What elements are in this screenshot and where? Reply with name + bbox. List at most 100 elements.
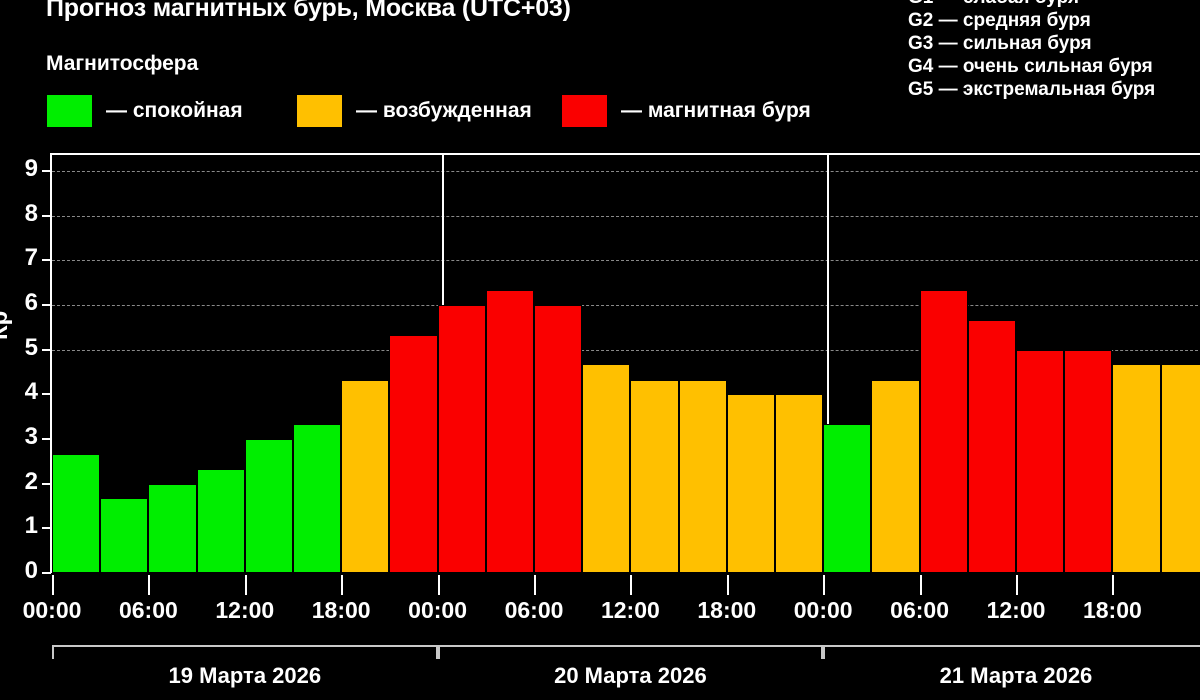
x-tick-label: 06:00 — [504, 597, 564, 623]
x-tick-label: 00:00 — [22, 597, 82, 623]
bar — [148, 483, 197, 573]
x-tick-label: 00:00 — [793, 597, 853, 623]
x-tick-mark — [1016, 575, 1018, 595]
gscale-line-g4: G4 — очень сильная буря — [908, 56, 1153, 77]
y-tick-mark-4 — [42, 393, 51, 396]
x-tick-label: 06:00 — [118, 597, 178, 623]
x-tick-mark — [534, 575, 536, 595]
gridline-5 — [52, 349, 1200, 351]
y-tick-mark-9 — [42, 169, 51, 172]
y-tick-label-6: 6 — [24, 288, 38, 316]
gscale-line-g3: G3 — сильная буря — [908, 33, 1092, 54]
y-tick-label-5: 5 — [24, 333, 38, 361]
day-bracket-3 — [823, 645, 1200, 659]
x-tick-label: 12:00 — [600, 597, 660, 623]
day-label-2: 20 Марта 2026 — [554, 663, 707, 688]
bar — [775, 394, 824, 573]
bar — [437, 304, 486, 573]
bar — [1112, 364, 1161, 573]
gscale-line-g5: G5 — экстремальная буря — [908, 79, 1156, 100]
y-tick-mark-6 — [42, 303, 51, 306]
y-tick-label-0: 0 — [24, 557, 38, 584]
x-tick-mark — [52, 575, 54, 595]
day-bracket-1 — [52, 645, 438, 659]
bar — [630, 379, 679, 573]
bar — [919, 290, 968, 573]
legend-swatch-storm — [561, 94, 608, 128]
x-tick-mark — [823, 575, 826, 595]
x-tick-label: 12:00 — [215, 597, 275, 623]
y-tick-mark-0 — [42, 572, 51, 574]
legend-entry-quiet: — спокойная — [46, 92, 243, 130]
bar — [389, 334, 438, 573]
bar — [871, 379, 920, 573]
bar — [678, 379, 727, 573]
gscale-line-g1: G1 — слабая буря — [908, 0, 1200, 9]
y-tick-mark-1 — [42, 527, 51, 530]
bar — [196, 468, 245, 573]
day-separator-2 — [827, 155, 830, 571]
legend-entry-storm: — магнитная буря — [561, 92, 811, 130]
legend-label-quiet: — спокойная — [106, 99, 243, 122]
bar — [726, 394, 775, 573]
bar — [1064, 349, 1113, 573]
bar — [100, 498, 149, 573]
legend-label-unsettled: — возбужденная — [356, 99, 532, 122]
gridline-8 — [52, 215, 1200, 217]
x-tick-mark — [919, 575, 922, 595]
bar — [967, 319, 1016, 573]
bar — [52, 453, 101, 573]
gridline-9 — [52, 170, 1200, 172]
y-tick-mark-3 — [42, 437, 51, 440]
day-bracket-2 — [437, 645, 824, 659]
y-tick-label-1: 1 — [24, 512, 38, 540]
bar — [485, 290, 534, 573]
x-tick-mark — [341, 575, 344, 595]
y-tick-mark-7 — [42, 259, 51, 262]
legend-heading: Магнитосфера — [46, 52, 199, 75]
x-tick-label: 00:00 — [408, 597, 467, 623]
bar — [534, 304, 583, 573]
legend-entry-unsettled: — возбужденная — [296, 92, 532, 130]
x-tick-label: 06:00 — [890, 597, 949, 623]
y-tick-label-8: 8 — [24, 199, 38, 227]
y-tick-label-4: 4 — [24, 378, 38, 406]
y-tick-label-9: 9 — [24, 154, 38, 182]
y-tick-label-3: 3 — [24, 422, 38, 450]
x-tick-mark — [726, 575, 729, 595]
y-tick-mark-2 — [42, 482, 51, 485]
page-title: Прогноз магнитных бурь, Москва (UTC+03) — [46, 0, 571, 22]
x-tick-label: 18:00 — [697, 597, 757, 623]
bar — [244, 438, 293, 573]
legend-swatch-unsettled — [296, 94, 343, 128]
bar — [293, 424, 342, 573]
y-tick-mark-5 — [42, 348, 51, 351]
magnetosphere-legend: — спокойная — возбужденная — магнитная бур… — [46, 92, 896, 130]
bar — [341, 379, 390, 573]
x-tick-mark — [1112, 575, 1115, 595]
y-tick-mark-8 — [42, 214, 51, 217]
gridline-6 — [52, 304, 1200, 306]
x-tick-label: 18:00 — [1082, 597, 1142, 623]
legend-swatch-quiet — [46, 94, 93, 128]
x-tick-mark — [244, 575, 247, 595]
x-tick-mark — [148, 575, 151, 595]
x-tick-label: 12:00 — [986, 597, 1046, 623]
bar — [823, 424, 872, 573]
bar — [582, 364, 631, 573]
bar — [1160, 364, 1200, 573]
gridline-7 — [52, 260, 1200, 262]
y-tick-label-2: 2 — [24, 467, 38, 495]
bar — [1016, 349, 1065, 573]
x-tick-mark — [630, 575, 633, 595]
x-tick-mark — [437, 575, 440, 595]
legend-label-storm: — магнитная буря — [621, 99, 811, 122]
y-tick-label-7: 7 — [24, 244, 38, 272]
day-label-1: 19 Марта 2026 — [168, 663, 322, 688]
x-tick-label: 18:00 — [311, 597, 371, 623]
day-label-3: 21 Марта 2026 — [939, 663, 1093, 688]
gscale-line-g2: G2 — средняя буря — [908, 10, 1091, 31]
